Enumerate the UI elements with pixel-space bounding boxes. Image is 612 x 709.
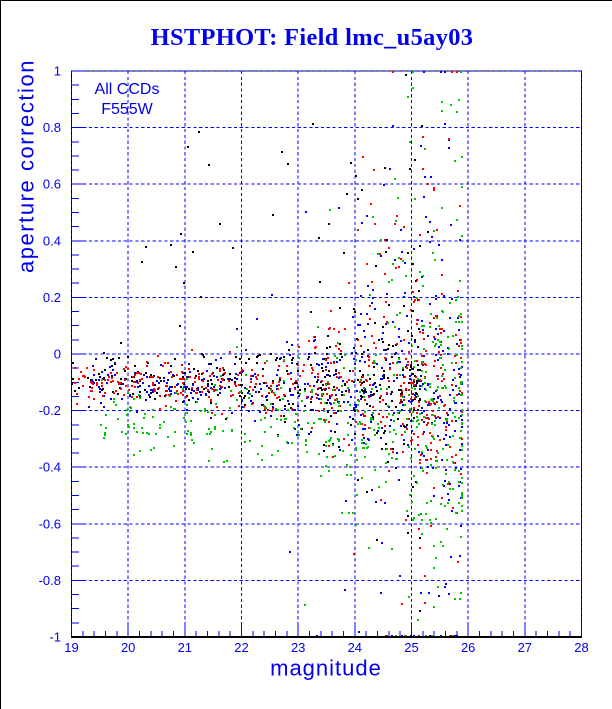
svg-text:23: 23 <box>291 640 305 655</box>
svg-text:magnitude: magnitude <box>270 656 382 681</box>
svg-text:0.6: 0.6 <box>43 177 61 192</box>
svg-text:0: 0 <box>54 347 61 362</box>
svg-text:-1: -1 <box>49 630 61 645</box>
svg-text:0.2: 0.2 <box>43 290 61 305</box>
svg-text:21: 21 <box>178 640 192 655</box>
svg-text:22: 22 <box>234 640 248 655</box>
svg-text:0.8: 0.8 <box>43 120 61 135</box>
svg-text:-0.8: -0.8 <box>39 573 61 588</box>
svg-text:F555W: F555W <box>101 101 153 118</box>
svg-text:27: 27 <box>518 640 532 655</box>
svg-text:0.4: 0.4 <box>43 233 61 248</box>
svg-text:19: 19 <box>64 640 78 655</box>
svg-text:All CCDs: All CCDs <box>95 81 160 98</box>
svg-text:-0.2: -0.2 <box>39 403 61 418</box>
svg-text:26: 26 <box>461 640 475 655</box>
svg-text:20: 20 <box>121 640 135 655</box>
svg-text:-0.6: -0.6 <box>39 516 61 531</box>
svg-text:aperture correction: aperture correction <box>14 59 39 273</box>
svg-text:24: 24 <box>348 640 362 655</box>
svg-text:-0.4: -0.4 <box>39 460 61 475</box>
svg-text:28: 28 <box>574 640 588 655</box>
svg-text:25: 25 <box>404 640 418 655</box>
svg-text:1: 1 <box>54 64 61 79</box>
svg-text:HSTPHOT: Field lmc_u5ay03: HSTPHOT: Field lmc_u5ay03 <box>151 24 474 51</box>
